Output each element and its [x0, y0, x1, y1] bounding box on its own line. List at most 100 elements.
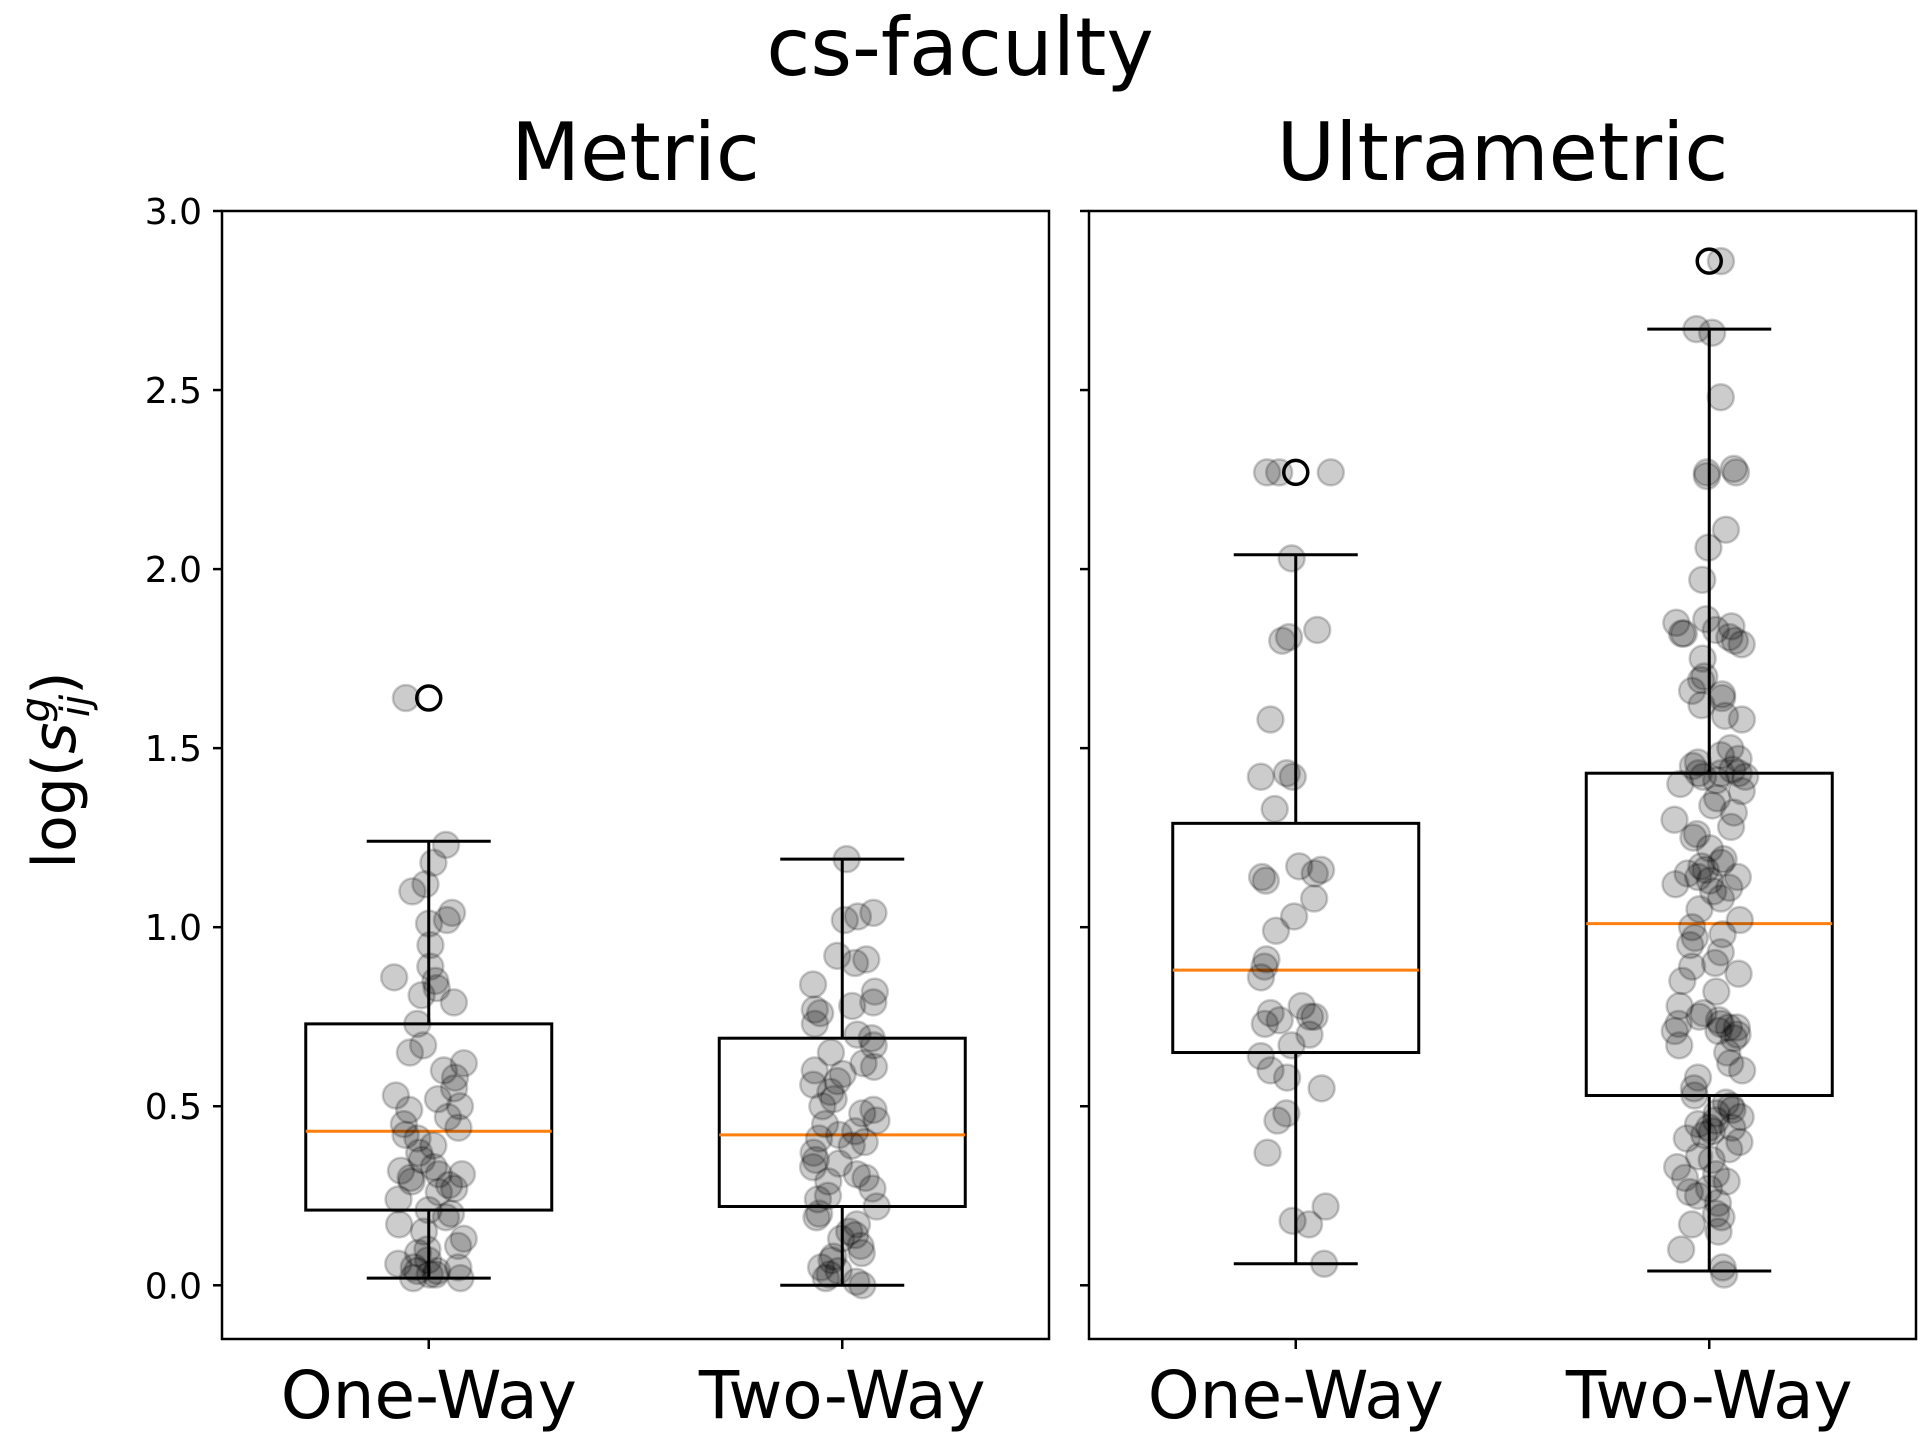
data-point	[1683, 862, 1713, 892]
data-point	[1701, 1199, 1731, 1228]
data-point	[851, 1163, 880, 1193]
data-point	[843, 1020, 872, 1049]
data-point	[1678, 751, 1708, 781]
data-point	[840, 1220, 870, 1250]
data-point	[1675, 930, 1705, 960]
data-point	[432, 905, 462, 935]
data-point	[1686, 665, 1716, 695]
data-point	[407, 1145, 437, 1175]
data-point	[439, 988, 469, 1017]
data-point	[413, 1245, 443, 1275]
data-point	[1695, 866, 1725, 895]
plot-frame	[1087, 209, 1918, 1341]
data-point	[1706, 848, 1736, 877]
data-point	[1294, 1210, 1324, 1239]
data-point	[1279, 902, 1309, 931]
panel-title-metric: Metric	[511, 106, 760, 199]
data-point	[407, 980, 436, 1010]
data-point	[395, 1038, 425, 1067]
data-point	[419, 848, 448, 877]
data-point	[799, 1070, 828, 1100]
data-point	[1711, 1088, 1741, 1117]
data-point	[840, 948, 870, 978]
y-axis-label: log(sgij)	[13, 671, 99, 868]
data-point	[1683, 1181, 1713, 1211]
data-point	[424, 1177, 454, 1207]
outlier-marker	[415, 684, 443, 712]
outlier-marker	[1282, 458, 1310, 487]
data-point	[819, 1084, 848, 1114]
data-point	[1260, 794, 1289, 824]
data-point	[437, 898, 467, 928]
data-point	[384, 1185, 413, 1214]
data-point	[1702, 784, 1732, 813]
data-point	[409, 1217, 439, 1246]
data-point	[1683, 1063, 1713, 1092]
data-point	[1718, 1095, 1747, 1125]
data-point	[1309, 1249, 1339, 1279]
data-point	[449, 1049, 479, 1078]
data-point	[824, 1256, 853, 1286]
data-point	[422, 1256, 452, 1286]
data-point	[1716, 733, 1745, 763]
data-point	[800, 1009, 830, 1039]
data-point	[1272, 1063, 1302, 1092]
data-point	[1687, 690, 1716, 720]
data-point	[843, 902, 873, 931]
data-point	[381, 1081, 411, 1110]
data-point	[817, 1245, 846, 1275]
data-point	[1679, 1074, 1709, 1103]
data-point	[421, 1260, 450, 1289]
data-point	[859, 1095, 888, 1125]
data-point	[1694, 1174, 1724, 1203]
data-point	[421, 966, 450, 996]
data-point	[403, 1256, 432, 1286]
data-point	[386, 1156, 416, 1185]
data-point	[1689, 998, 1718, 1028]
data-point	[1673, 859, 1702, 888]
y-tick-label: 2.0	[145, 550, 202, 591]
data-point	[1677, 912, 1707, 942]
data-point	[1707, 680, 1737, 709]
data-point	[1709, 1260, 1739, 1289]
data-point	[857, 1023, 887, 1053]
data-point	[1715, 1049, 1745, 1078]
data-point	[1719, 798, 1749, 827]
data-point	[1724, 758, 1754, 788]
data-point	[1708, 920, 1737, 949]
data-point	[439, 1074, 469, 1103]
data-point	[1711, 515, 1741, 544]
data-point	[1247, 862, 1277, 892]
data-point	[398, 1263, 428, 1293]
data-point	[1677, 1210, 1707, 1239]
data-point	[805, 998, 835, 1028]
data-point	[1706, 938, 1736, 967]
data-point	[1697, 1117, 1727, 1146]
data-point	[823, 941, 852, 971]
data-point	[433, 1102, 463, 1132]
y-tick-label: 1.0	[145, 908, 202, 949]
data-point	[815, 1260, 844, 1289]
panel-metric: Metric 0.0 0.5 1.0 1.5 2.0 2.5 3.0 One-Way Two-Wa…	[145, 106, 1051, 1434]
data-point	[397, 1167, 426, 1196]
panel-ultrametric: Ultrametric One-Way Two-Way	[1080, 106, 1918, 1434]
data-point	[819, 1242, 848, 1271]
data-point	[398, 877, 427, 906]
data-point	[379, 963, 409, 992]
data-point	[1715, 873, 1744, 903]
data-point	[1307, 1074, 1336, 1103]
data-point	[1706, 741, 1736, 770]
data-point	[850, 1127, 879, 1157]
data-point	[1251, 866, 1281, 895]
data-point	[447, 1160, 477, 1189]
data-point	[859, 1052, 889, 1082]
data-point	[1679, 823, 1708, 852]
data-point	[842, 1210, 872, 1239]
data-point	[1706, 1009, 1736, 1039]
data-point	[1688, 762, 1718, 792]
data-point	[415, 1260, 444, 1289]
data-point	[416, 930, 445, 960]
data-point	[1685, 1002, 1714, 1031]
data-point	[1272, 1099, 1301, 1128]
data-point	[391, 1120, 420, 1150]
